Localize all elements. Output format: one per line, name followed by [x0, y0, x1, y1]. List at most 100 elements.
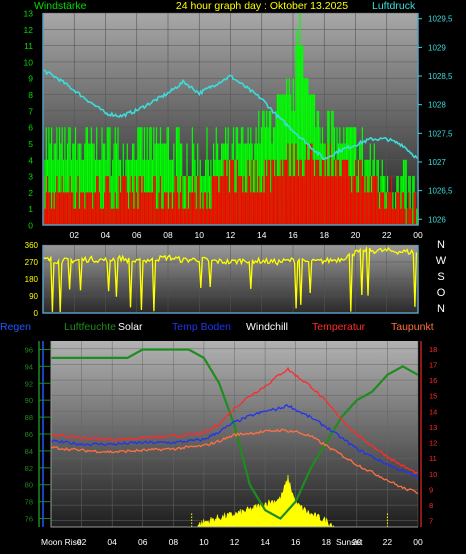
temperature-tick-label: 7 [429, 517, 433, 526]
wind-speed-bar [384, 208, 386, 225]
wind-speed-bar [217, 176, 219, 225]
humidity-tick-label: 78 [25, 498, 33, 507]
legend-ground-temp: Temp Boden [172, 321, 231, 333]
wind-speed-bar [371, 192, 373, 225]
wind-speed-bar [136, 192, 138, 225]
wind-speed-bar [246, 192, 248, 225]
humidity-tick-label: 84 [25, 447, 33, 456]
wind-speed-bar [140, 176, 142, 225]
temperature-tick-label: 10 [429, 470, 437, 479]
wind-speed-bar [396, 192, 398, 225]
wind-speed-bar [282, 176, 284, 225]
wind-speed-bar [179, 192, 181, 225]
wind-speed-bar [94, 192, 96, 225]
wind-speed-bar [387, 192, 389, 225]
wind-speed-bar [312, 159, 314, 225]
wind-gust-bar [412, 176, 414, 225]
wind-speed-bar [406, 208, 409, 225]
wind-speed-bar [398, 192, 401, 225]
wind-speed-bar [333, 159, 336, 225]
wind-speed-bar [361, 176, 363, 225]
compass-letter: W [436, 255, 447, 267]
wind-speed-bar [252, 192, 254, 225]
wind-speed-bar [214, 176, 216, 225]
wind-speed-bar [133, 208, 135, 225]
wind-speed-bar [57, 192, 59, 225]
hour-label: 20 [351, 230, 361, 240]
wind-speed-bar [279, 176, 281, 225]
wind-speed-bar [339, 176, 341, 225]
wind-gust-bar [191, 127, 193, 225]
wind-gust-bar [157, 143, 159, 225]
wind-speed-bar [388, 192, 390, 225]
wind-gust-bar [276, 94, 278, 225]
wind-speed-bar [232, 159, 235, 225]
wind-gust-bar [80, 143, 82, 225]
wind-gust-bar [183, 176, 185, 225]
wind-speed-bar [166, 192, 168, 225]
wind-gust-bar [150, 127, 152, 225]
legend-windchill: Windchill [246, 321, 288, 333]
pressure-line [42, 69, 419, 161]
wind-speed-bar [368, 192, 370, 225]
hour-label: 18 [320, 230, 330, 240]
wind-speed-bar [44, 208, 46, 225]
wind-speed-bar [283, 159, 285, 225]
wind-gust-bar [102, 143, 104, 225]
wind-speed-bar [351, 192, 353, 225]
wind-gust-bar [104, 143, 106, 225]
wind-tick-label: 4 [28, 155, 33, 165]
wind-gust-bar [280, 94, 282, 225]
temperature-tick-label: 18 [429, 345, 437, 354]
wind-gust-bar [279, 94, 281, 225]
wind-gust-bar [110, 176, 112, 225]
direction-tick-label: 90 [29, 292, 38, 301]
wind-speed-bar [60, 192, 62, 225]
hour-label: 22 [382, 230, 392, 240]
wind-gust-bar [332, 110, 334, 225]
wind-speed-bar [349, 176, 351, 225]
hour-axis-top: 02 04 06 08 10 12 14 16 18 20 22 00 [70, 230, 423, 240]
wind-speed-bar [203, 192, 205, 225]
wind-speed-bar [317, 159, 320, 225]
wind-speed-bar [56, 176, 58, 225]
wind-speed-bar [65, 192, 67, 225]
wind-speed-bar [48, 192, 50, 225]
wind-gust-bar [143, 127, 146, 225]
wind-tick-label: 2 [28, 188, 33, 198]
wind-speed-bar [210, 208, 212, 225]
wind-speed-bar [45, 192, 47, 225]
hour-label: 14 [257, 230, 267, 240]
wind-speed-bar [151, 192, 154, 225]
wind-gust-bar [199, 159, 201, 225]
wind-gust-bar [250, 127, 252, 225]
hour-label: 02 [70, 230, 80, 240]
pressure-tick-label: 1027 [428, 158, 446, 167]
wind-speed-bar [187, 208, 189, 225]
wind-gust-bar [409, 176, 411, 225]
wind-speed-bar [321, 159, 324, 225]
wind-speed-bar [365, 176, 367, 225]
wind-gust-bar [313, 94, 316, 225]
humidity-tick-label: 90 [25, 396, 33, 405]
wind-speed-bar [328, 176, 330, 225]
wind-speed-bar [286, 159, 288, 225]
wind-speed-bar [380, 192, 382, 225]
wind-speed-bar [363, 176, 365, 225]
hour-label: 12 [226, 230, 236, 240]
wind-speed-bar [248, 176, 251, 225]
wind-speed-bar [134, 176, 136, 225]
wind-speed-bar [161, 208, 163, 225]
wind-speed-bar [58, 192, 61, 225]
wind-speed-bar [267, 159, 269, 225]
temperature-tick-label: 8 [429, 501, 433, 510]
series-line [50, 428, 419, 495]
wind-direction-frame [42, 245, 419, 314]
wind-gust-bar [262, 110, 264, 225]
wind-gust-bar [210, 159, 212, 225]
wind-gust-bar [163, 143, 166, 225]
wind-speed-bar [344, 159, 346, 225]
wind-speed-bar [126, 192, 128, 225]
wind-speed-bar [191, 192, 193, 225]
